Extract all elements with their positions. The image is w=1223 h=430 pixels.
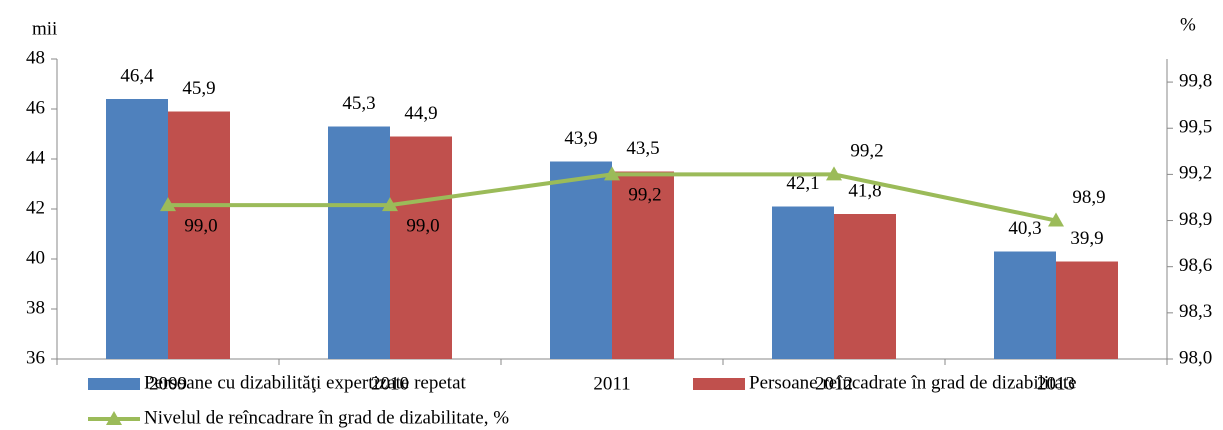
legend-marker: [106, 411, 122, 425]
line-marker: [1048, 212, 1064, 227]
bar: [772, 206, 834, 359]
line-value-label: 99,2: [850, 141, 883, 162]
y2-tick-label: 99,5: [1179, 117, 1212, 138]
bar-value-label: 46,4: [120, 65, 154, 86]
line-marker: [604, 166, 620, 181]
bar-value-label: 39,9: [1070, 228, 1103, 249]
x-tick-label: 2012: [815, 373, 853, 394]
y2-tick-label: 98,6: [1179, 255, 1212, 276]
bar-value-label: 44,9: [404, 103, 437, 124]
y-tick-label: 46: [26, 97, 45, 118]
x-tick-label: 2011: [593, 373, 630, 394]
legend-label: Nivelul de reîncadrare în grad de dizabi…: [144, 407, 509, 428]
legend-label: Persoane reîncadrate în grad de dizabili…: [749, 372, 1077, 393]
legend-swatch: [88, 378, 140, 390]
y2-tick-label: 98,9: [1179, 209, 1212, 230]
bar: [390, 136, 452, 359]
y2-tick-label: 99,8: [1179, 70, 1212, 91]
y-tick-label: 44: [26, 147, 46, 168]
y-tick-label: 42: [26, 197, 45, 218]
bar: [612, 171, 674, 359]
y2-tick-label: 98,3: [1179, 301, 1212, 322]
y2-axis-label: %: [1180, 14, 1196, 35]
line-value-label: 99,0: [406, 216, 439, 237]
bar-value-label: 40,3: [1008, 218, 1041, 239]
bar: [1056, 261, 1118, 359]
x-tick-label: 2010: [371, 373, 409, 394]
bar-value-label: 43,5: [626, 138, 659, 159]
line-value-label: 99,0: [184, 216, 217, 237]
legend-label: Persoane cu dizabilităţi expertizate rep…: [144, 372, 467, 393]
y-tick-label: 36: [26, 347, 45, 368]
bar-value-label: 41,8: [848, 180, 881, 201]
line-marker: [160, 197, 176, 212]
x-tick-label: 2009: [149, 373, 187, 394]
line-value-label: 99,2: [628, 185, 661, 206]
bar: [550, 161, 612, 359]
bar: [834, 214, 896, 359]
y-tick-label: 48: [26, 47, 45, 68]
bar: [994, 251, 1056, 359]
x-tick-label: 2013: [1037, 373, 1075, 394]
legend-swatch: [693, 378, 745, 390]
y-tick-label: 38: [26, 297, 45, 318]
y2-tick-label: 98,0: [1179, 347, 1212, 368]
line-value-label: 98,9: [1072, 187, 1105, 208]
bar: [168, 111, 230, 359]
line-marker: [826, 166, 842, 181]
y-tick-label: 40: [26, 247, 45, 268]
line-marker: [382, 197, 398, 212]
y-axis-label: mii: [32, 18, 57, 39]
bar-value-label: 42,1: [786, 173, 819, 194]
bar: [328, 126, 390, 359]
bar: [106, 99, 168, 359]
bar-value-label: 45,3: [342, 93, 375, 114]
y2-tick-label: 99,2: [1179, 163, 1212, 184]
bar-value-label: 43,9: [564, 128, 597, 149]
bar-value-label: 45,9: [182, 78, 215, 99]
